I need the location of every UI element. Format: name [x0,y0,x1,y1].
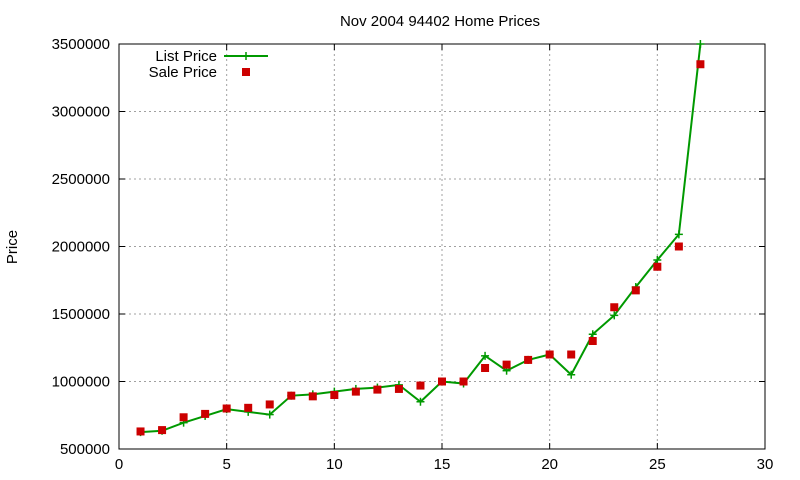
legend-list-price-label: List Price [155,48,217,65]
y-tick-label: 3500000 [52,36,110,53]
legend-sale-price-marker [242,68,250,76]
list-price-point [416,397,425,406]
sale-price-series [136,60,705,436]
y-tick-label: 3000000 [52,104,110,121]
legend-sale-price-label: Sale Price [149,64,217,81]
sale-price-point [351,387,360,396]
list-price-point [588,330,597,339]
sale-price-point [222,404,231,413]
x-tick-label: 30 [757,456,774,473]
sale-price-point [567,350,576,359]
y-tick-label: 1000000 [52,374,110,391]
sale-price-point [158,426,167,435]
y-tick-label: 2500000 [52,171,110,188]
sale-price-point [610,303,619,312]
sale-price-point [287,391,296,400]
sale-price-point [265,400,274,409]
x-tick-label: 5 [222,456,230,473]
x-tick-label: 10 [326,456,343,473]
list-price-point [481,351,490,360]
y-tick-label: 1500000 [52,306,110,323]
series [136,40,705,437]
list-price-series [136,40,705,437]
sale-price-point [502,360,511,369]
sale-price-point [588,337,597,345]
sale-price-point [438,377,446,386]
x-tick-label: 0 [115,456,123,473]
x-tick-label: 15 [434,456,451,473]
sale-price-point [373,385,382,394]
list-price-point [265,410,274,419]
list-price-point [567,370,576,379]
sale-price-point [545,350,554,359]
x-tick-label: 20 [541,456,558,473]
axes: 0 5 10 15 20 25 30 500000 1000000 1500000 2000000 2… [52,36,774,473]
sale-price-point [674,242,683,251]
list-price-point [674,230,683,239]
sale-price-point [136,427,145,436]
sale-price-point [524,355,533,364]
sale-price-point [179,413,188,422]
y-axis-label: Price [4,230,21,264]
sale-price-point [696,60,705,69]
sale-price-point [201,409,210,418]
sale-price-point [244,403,253,412]
list-price-point [653,256,662,264]
y-tick-label: 500000 [60,441,110,458]
list-price-point [696,40,705,48]
sale-price-point [631,286,640,295]
sale-price-point [394,384,403,393]
sale-price-point [653,262,662,271]
list-price-point [610,311,619,320]
x-tick-label: 25 [649,456,666,473]
sale-price-point [308,392,317,401]
sale-price-point [459,377,468,386]
y-tick-label: 2000000 [52,239,110,256]
sale-price-point [481,364,490,372]
chart-title: Nov 2004 94402 Home Prices [340,13,540,30]
sale-price-point [416,381,425,390]
list-price-line [140,43,702,434]
sale-price-point [330,391,339,399]
legend-list-price-marker [242,52,250,60]
